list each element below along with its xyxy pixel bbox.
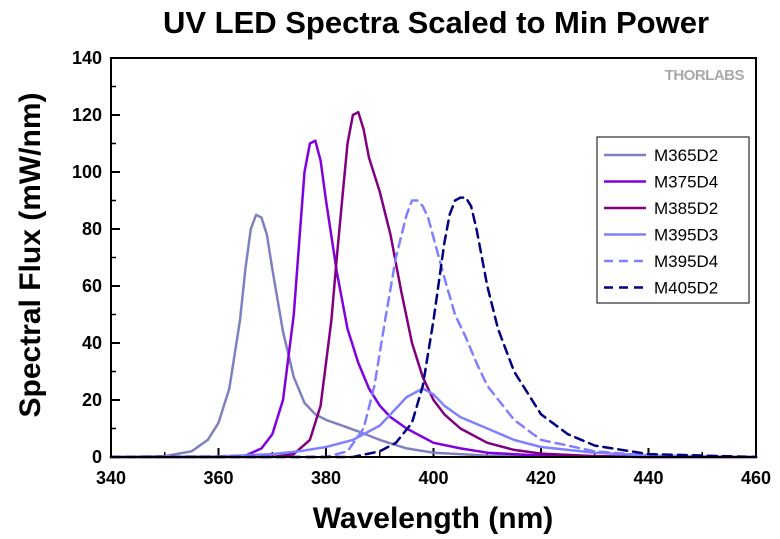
chart-title: UV LED Spectra Scaled to Min Power	[163, 5, 709, 40]
plot-frame	[110, 57, 757, 458]
series-line-m405d2	[109, 196, 758, 459]
x-tick-label: 380	[311, 468, 341, 488]
y-tick-label: 140	[72, 48, 102, 68]
y-tick-label: 0	[92, 447, 102, 467]
series-line-m395d3	[109, 387, 758, 459]
x-axis-label: Wavelength (nm)	[313, 502, 554, 535]
legend-box	[596, 136, 750, 304]
x-tick-label: 460	[741, 468, 771, 488]
series-lines	[109, 110, 758, 459]
y-tick-label: 100	[72, 162, 102, 182]
y-tick-label: 120	[72, 105, 102, 125]
series-line-m375d4	[109, 139, 758, 459]
legend: M365D2 M375D4 M385D2 M395D3 M395D4 M405D2	[596, 136, 750, 304]
x-tick-label: 440	[633, 468, 663, 488]
legend-label-m405d2: M405D2	[654, 279, 718, 298]
y-tick-label: 40	[82, 333, 102, 353]
legend-label-m395d3: M395D3	[654, 226, 718, 245]
tick-labels: 340 360 380 400 420 440 460 0 20 40 60 80 100 120 140	[72, 48, 771, 488]
series-line-m395d4	[109, 199, 758, 459]
legend-label-m395d4: M395D4	[654, 252, 718, 271]
legend-label-m385d2: M385D2	[654, 199, 718, 218]
series-line-m365d2	[109, 213, 758, 459]
y-axis-label: Spectral Flux (mW/nm)	[14, 92, 47, 417]
x-tick-label: 420	[526, 468, 556, 488]
y-tick-label: 80	[82, 219, 102, 239]
x-tick-label: 340	[96, 468, 126, 488]
y-tick-label: 60	[82, 276, 102, 296]
x-tick-label: 360	[203, 468, 233, 488]
thorlabs-logo: THORLABS	[665, 67, 745, 84]
x-tick-label: 400	[418, 468, 448, 488]
y-tick-label: 20	[82, 390, 102, 410]
series-line-m385d2	[109, 110, 758, 459]
legend-label-m375d4: M375D4	[654, 173, 718, 192]
legend-label-m365d2: M365D2	[654, 146, 718, 165]
